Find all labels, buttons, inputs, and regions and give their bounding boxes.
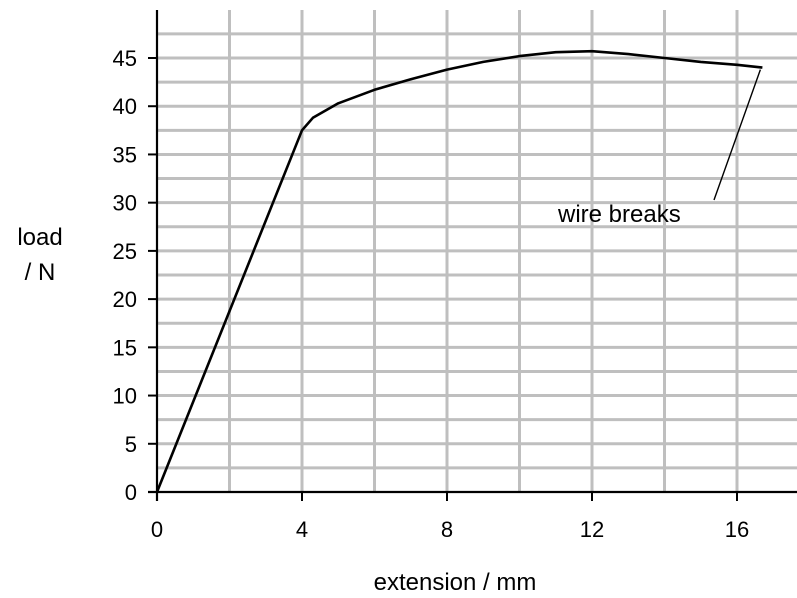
x-tick-label: 12	[580, 517, 604, 542]
annotation-leader-line	[713, 69, 762, 201]
y-tick-label: 10	[113, 384, 137, 409]
y-tick-label: 35	[113, 142, 137, 167]
series-line	[155, 49, 763, 493]
x-axis-title: extension / mm	[374, 569, 537, 596]
y-tick-label: 15	[113, 335, 137, 360]
y-tick-label: 30	[113, 191, 137, 216]
y-tick-label: 0	[125, 480, 137, 505]
y-axis-title-line2: / N	[25, 259, 56, 286]
x-tick-label: 16	[725, 517, 749, 542]
annotation-wire-breaks: wire breaks	[557, 201, 681, 228]
x-tick-label: 0	[151, 517, 163, 542]
y-tick-label: 45	[113, 46, 137, 71]
x-tick-label: 8	[441, 517, 453, 542]
y-tick-label: 20	[113, 287, 137, 312]
axes	[148, 10, 797, 501]
y-tick-label: 25	[113, 239, 137, 264]
tick-labels: 0 5 10 15 20 25 30 35 40 45 0 4 8 12 16	[113, 46, 750, 542]
x-tick-label: 4	[296, 517, 308, 542]
y-tick-label: 40	[113, 94, 137, 119]
y-tick-label: 5	[125, 432, 137, 457]
y-axis-title-line1: load	[17, 224, 62, 251]
